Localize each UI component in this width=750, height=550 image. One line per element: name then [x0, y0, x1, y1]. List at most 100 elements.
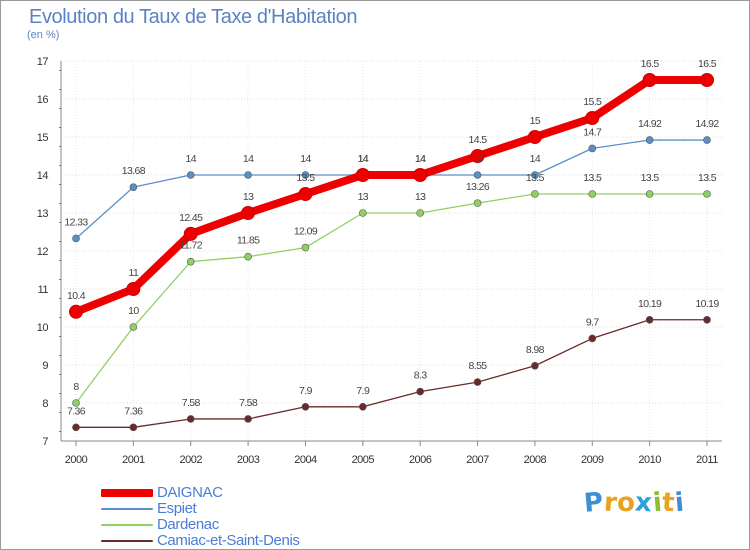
- data-label: 10: [128, 305, 139, 317]
- data-point: [645, 190, 654, 198]
- data-label: 11.85: [237, 235, 260, 247]
- data-point: [416, 387, 424, 396]
- data-label: 7.9: [356, 385, 370, 397]
- series-line-dardenac: [75, 193, 708, 404]
- x-tick-label: 2007: [466, 454, 489, 466]
- data-point: [126, 282, 141, 296]
- y-tick-label: 10: [37, 322, 49, 334]
- legend-swatch: [101, 540, 153, 542]
- x-tick-label: 2003: [237, 454, 260, 466]
- data-label: 14: [530, 153, 541, 165]
- data-label: 8.98: [526, 344, 545, 356]
- data-label: 12.33: [64, 216, 88, 228]
- data-label: 11: [129, 267, 139, 279]
- y-tick-label: 16: [37, 94, 49, 106]
- data-point: [359, 402, 367, 411]
- data-label: 13: [415, 191, 426, 203]
- data-label: 7.36: [67, 405, 86, 417]
- data-point: [129, 423, 138, 432]
- series-line-daignac: [72, 76, 711, 316]
- data-point: [241, 206, 256, 220]
- data-point: [129, 323, 138, 331]
- data-point: [642, 73, 657, 87]
- data-point: [473, 199, 482, 207]
- data-point: [703, 315, 711, 324]
- data-label: 14.92: [695, 118, 719, 130]
- data-point: [244, 171, 252, 179]
- data-label: 14: [472, 153, 483, 165]
- data-point: [470, 149, 485, 163]
- data-point: [531, 361, 539, 370]
- legend-swatch: [101, 508, 153, 510]
- x-tick-label: 2001: [122, 454, 145, 466]
- chart-subtitle: (en %): [27, 29, 60, 41]
- data-label: 14: [415, 153, 426, 165]
- data-label: 8.3: [414, 370, 428, 382]
- data-point: [531, 190, 539, 198]
- data-label: 14.92: [638, 118, 662, 130]
- logo-letter: i: [673, 487, 686, 519]
- data-label: 16.5: [641, 58, 660, 70]
- y-tick-label: 9: [42, 360, 48, 372]
- logo-letter: P: [582, 487, 605, 519]
- proxiti-logo: Proxiti: [582, 487, 686, 519]
- data-point: [69, 304, 83, 319]
- y-tick-label: 8: [42, 398, 48, 410]
- data-label: 15.5: [583, 96, 602, 108]
- data-point: [473, 171, 482, 179]
- x-tick-label: 2009: [581, 454, 604, 466]
- logo-letter: x: [634, 487, 654, 519]
- data-point: [72, 399, 80, 407]
- data-point: [645, 315, 654, 324]
- data-point: [72, 423, 80, 432]
- data-point: [588, 334, 597, 343]
- data-label: 14.7: [583, 126, 602, 138]
- data-label: 10.19: [638, 298, 662, 310]
- data-label: 14.5: [469, 134, 488, 146]
- legend-label: Camiac-et-Saint-Denis: [157, 532, 300, 549]
- data-label: 14: [300, 153, 311, 165]
- data-point: [703, 190, 711, 198]
- data-label: 13.68: [122, 165, 146, 177]
- data-point: [244, 415, 252, 423]
- data-label: 7.58: [182, 397, 201, 409]
- data-point: [298, 187, 313, 201]
- data-point: [531, 171, 539, 179]
- data-label: 12.09: [294, 226, 318, 238]
- y-tick-label: 14: [37, 170, 49, 182]
- data-label: 10.19: [695, 298, 719, 310]
- x-tick-label: 2011: [696, 454, 718, 466]
- legend-label: DAIGNAC: [157, 484, 223, 501]
- data-label: 13: [358, 191, 369, 203]
- data-label: 13.26: [466, 181, 490, 193]
- data-label: 10.4: [67, 290, 86, 302]
- data-label: 13.5: [296, 172, 315, 184]
- data-label: 11.72: [179, 240, 202, 252]
- data-point: [413, 168, 428, 182]
- data-label: 14: [358, 153, 369, 165]
- x-tick-label: 2010: [638, 454, 661, 466]
- data-point: [700, 73, 714, 87]
- data-label: 7.36: [124, 405, 143, 417]
- data-point: [588, 144, 597, 153]
- x-tick-label: 2005: [352, 454, 375, 466]
- x-tick-label: 2004: [294, 454, 317, 466]
- y-tick-label: 7: [42, 436, 48, 448]
- data-label: 13.5: [641, 172, 660, 184]
- x-tick-label: 2002: [179, 454, 202, 466]
- data-label: 8.55: [469, 360, 488, 372]
- data-point: [301, 243, 310, 252]
- legend-swatch: [101, 489, 153, 497]
- data-label: 14: [415, 153, 426, 165]
- y-tick-label: 13: [37, 208, 49, 220]
- data-point: [588, 190, 597, 198]
- data-label: 8: [73, 381, 79, 393]
- data-label: 12.45: [179, 212, 203, 224]
- series-line-camiac-et-saint-denis: [75, 319, 708, 428]
- y-tick-label: 15: [37, 132, 49, 144]
- data-label: 14: [243, 153, 254, 165]
- data-point: [186, 171, 195, 179]
- data-point: [186, 415, 195, 423]
- data-point: [527, 130, 542, 144]
- legend-label: Dardenac: [157, 516, 219, 533]
